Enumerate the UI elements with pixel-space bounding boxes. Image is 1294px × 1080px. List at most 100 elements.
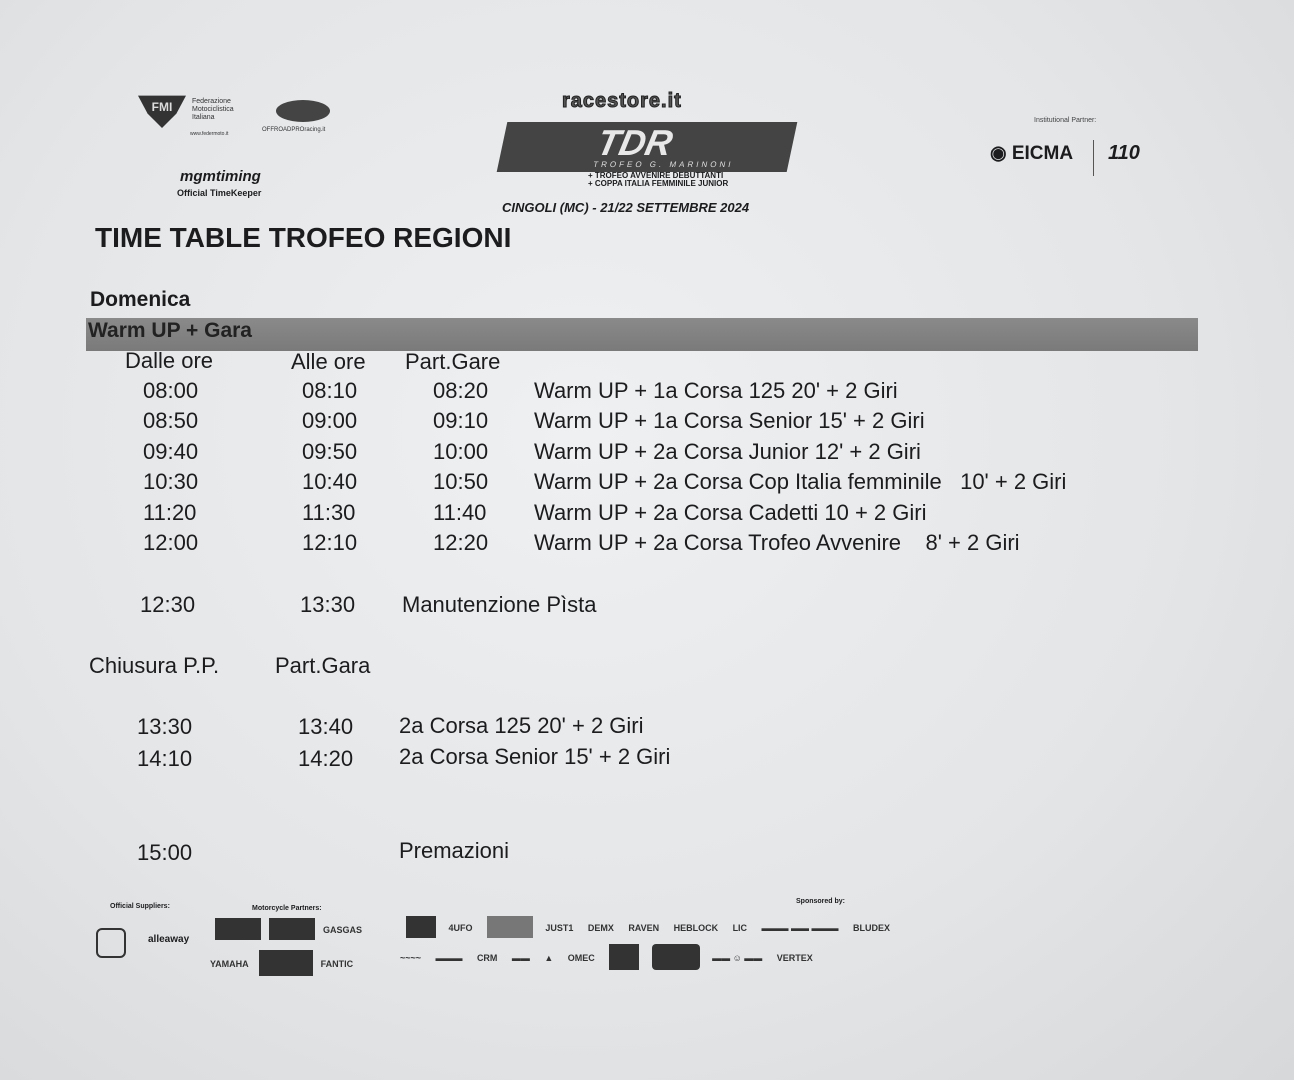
maintenance-from: 12:30: [140, 592, 196, 617]
supplier-logo: [96, 928, 126, 958]
tdr-subtitle: TROFEO G. MARINONI: [592, 160, 735, 169]
header-dalle-ore: Dalle ore: [125, 348, 214, 373]
sponsor-row-1: 4UFO JUST1 DEMX RAVEN HEBLOCK LIC ▬▬▬ ▬▬…: [406, 916, 900, 938]
row-from: 12:00: [143, 530, 199, 555]
partner-label: Institutional Partner:: [1034, 117, 1097, 124]
header-chiusura: Chiusura P.P.: [89, 653, 220, 678]
sponsor-logo: ▬▬ ☺ ▬▬: [712, 953, 763, 964]
sponsor-logo: [609, 944, 640, 970]
sponsor-logo: RAVEN: [628, 923, 660, 934]
partner-logos-row2: YAMAHA FANTIC: [210, 950, 363, 976]
row-from: 08:00: [143, 378, 199, 403]
row-from: 10:30: [143, 469, 199, 495]
row-from: 09:40: [143, 438, 199, 464]
sponsor-logo: [406, 916, 436, 938]
header-alle-ore: Alle ore: [291, 349, 366, 374]
divider: [1093, 140, 1094, 176]
header-part-gara: Part.Gara: [275, 653, 371, 678]
row-description: Warm UP + 1a Corsa 125 20' + 2 Giri: [534, 378, 898, 403]
row-to: 12:10: [302, 530, 358, 555]
row-from: 11:20: [143, 499, 197, 525]
maintenance-to: 13:30: [300, 592, 356, 617]
eicma-logo: ◉ EICMA: [990, 143, 1074, 164]
row-start: 10:00: [433, 438, 489, 464]
eicma-text: EICMA: [1011, 143, 1074, 164]
sponsor-logo: ▲: [544, 953, 554, 964]
row-start: 12:20: [433, 530, 489, 555]
fmi-text: Federazione Motociclistica Italiana: [192, 98, 234, 122]
sponsor-logo: HEBLOCK: [673, 923, 719, 934]
maintenance-label: Manutenzione Pìsta: [402, 592, 597, 617]
tdr-logo: TDR: [593, 122, 677, 163]
partner-logos: GASGAS: [215, 918, 372, 940]
partner-logo: [269, 918, 315, 940]
tdr-banner: TDR TROFEO G. MARINONI: [496, 122, 798, 172]
partner-logo: [215, 918, 261, 940]
row2-start: 14:20: [298, 746, 354, 771]
sponsor-logo: BLUDEX: [852, 923, 890, 934]
sponsor-logo: ▬▬: [511, 953, 530, 964]
tdr-line: + COPPA ITALIA FEMMINILE JUNIOR: [588, 179, 729, 188]
row-to: 09:50: [302, 438, 358, 464]
sponsor-logo: 4UFO: [448, 923, 473, 934]
row2-desc: 2a Corsa 125 20' + 2 Giri: [399, 713, 644, 738]
row2-desc: 2a Corsa Senior 15' + 2 Giri: [399, 744, 671, 769]
sponsor-logo: DEMX: [587, 923, 614, 934]
sponsor-row-2: ~~~~ ▬▬▬ CRM ▬▬ ▲ OMEC ▬▬ ☺ ▬▬ VERTEX: [400, 944, 823, 970]
partner-logo: YAMAHA: [210, 959, 249, 970]
racestore-logo: racestore.it: [562, 90, 682, 113]
section-band-label: Warm UP + Gara: [88, 319, 252, 342]
sponsor-logo: LIC: [732, 923, 748, 934]
fmi-line: Federazione: [192, 98, 231, 105]
fmi-logo: FMI: [138, 95, 186, 128]
fmi-line: Motociclistica: [192, 106, 234, 113]
sponsored-label: Sponsored by:: [796, 898, 846, 905]
suppliers-label: Official Suppliers:: [110, 903, 170, 910]
tdr-lines: + TROFEO AVVENIRE DEBUTTANTI + COPPA ITA…: [588, 172, 728, 188]
sponsor-logo: ▬▬▬ ▬▬ ▬▬▬: [761, 923, 839, 934]
day-label: Domenica: [90, 288, 191, 311]
sponsor-logo: [651, 944, 700, 970]
row-start: 09:10: [433, 408, 489, 434]
sponsor-logo: [486, 916, 533, 938]
row-start: 11:40: [433, 499, 487, 525]
sponsor-logo: CRM: [476, 953, 498, 964]
row-description: Warm UP + 2a Corsa Trofeo Avvenire 8' + …: [534, 530, 1020, 555]
fmi-line: Italiana: [192, 114, 215, 121]
partner-logo: [258, 950, 313, 976]
row2-close: 13:30: [137, 714, 193, 739]
event-place-date: CINGOLI (MC) - 21/22 SETTEMBRE 2024: [502, 200, 750, 215]
fmi-url: www.federmoto.it: [190, 131, 229, 137]
partners-label: Motorcycle Partners:: [252, 905, 322, 912]
row-to: 08:10: [302, 378, 358, 403]
awards-label: Premazioni: [399, 838, 510, 863]
supplier-logo: alleaway: [148, 934, 190, 945]
row-description: Warm UP + 2a Corsa Cop Italia femminile …: [534, 469, 1067, 495]
row-to: 10:40: [302, 469, 358, 495]
offroad-url: OFFROADPROracing.it: [262, 127, 326, 133]
partner-logo: FANTIC: [320, 959, 354, 970]
tdr-line: + TROFEO AVVENIRE DEBUTTANTI: [588, 171, 724, 180]
row2-close: 14:10: [137, 746, 193, 771]
row-start: 10:50: [433, 469, 489, 495]
sponsor-logo: ▬▬▬: [435, 953, 463, 964]
row-to: 09:00: [302, 408, 358, 434]
page-title: TIME TABLE TROFEO REGIONI: [95, 222, 512, 253]
sponsor-logo: VERTEX: [776, 953, 813, 964]
timing-caption: Official TimeKeeper: [177, 188, 262, 198]
timing-logo: mgmtiming: [180, 168, 261, 185]
row2-start: 13:40: [298, 714, 354, 739]
row-description: Warm UP + 1a Corsa Senior 15' + 2 Giri: [534, 408, 925, 434]
row-description: Warm UP + 2a Corsa Cadetti 10 + 2 Giri: [534, 499, 927, 525]
sponsor-logo: JUST1: [545, 923, 574, 934]
row-to: 11:30: [302, 499, 356, 525]
row-start: 08:20: [433, 378, 489, 403]
awards-time: 15:00: [137, 840, 193, 865]
header-part-gare: Part.Gare: [405, 349, 501, 374]
sponsor-logo: ~~~~: [400, 953, 422, 964]
partner-logo: GASGAS: [323, 925, 363, 936]
row-from: 08:50: [143, 408, 199, 434]
row-description: Warm UP + 2a Corsa Junior 12' + 2 Giri: [534, 438, 921, 464]
section-band: [86, 318, 1198, 351]
sponsor-logo: OMEC: [567, 953, 595, 964]
